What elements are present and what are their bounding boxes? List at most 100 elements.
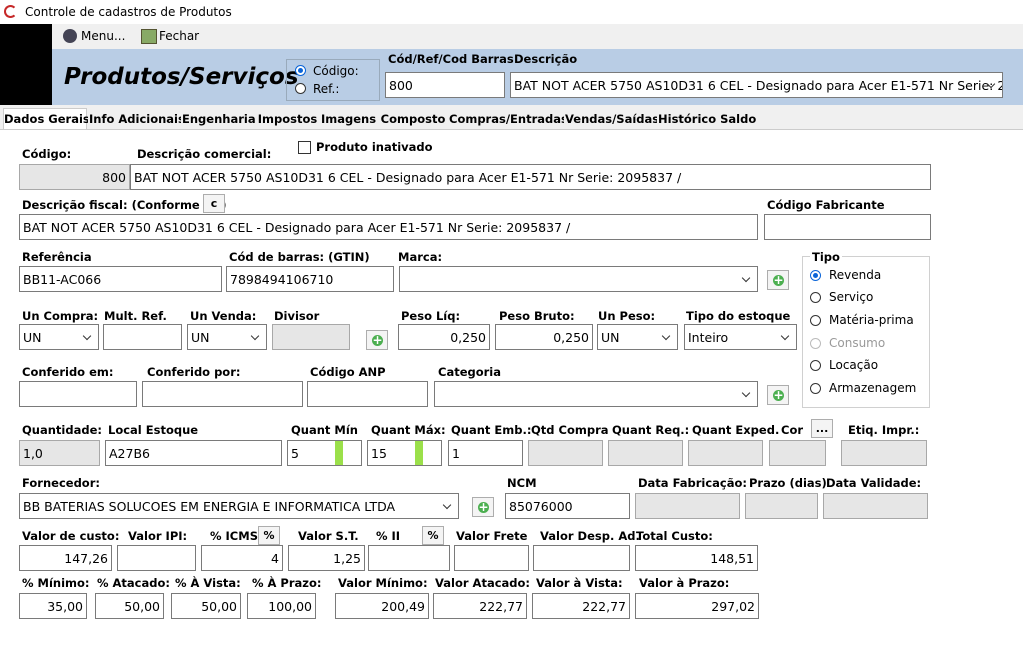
text-input[interactable]: A27B6 [105,440,282,466]
field-label: Etiq. Impr.: [848,423,920,437]
radio-ref[interactable] [295,83,306,94]
text-input[interactable]: 0,250 [495,324,593,350]
tipo-radio[interactable] [810,292,821,303]
close-icon [141,29,157,44]
text-input[interactable]: 5 [287,440,362,466]
tab[interactable]: Dados Gerais [3,108,90,129]
field-label: Un Compra: [22,309,99,323]
field-label: % Atacado: [97,576,170,590]
tab[interactable]: Composto [378,108,448,129]
field-label: Data Validade: [826,476,922,490]
tipo-option: Serviço [829,290,874,304]
text-input[interactable]: 35,00 [19,593,87,619]
text-input[interactable]: 50,00 [171,593,241,619]
text-input[interactable]: 100,00 [247,593,316,619]
tipo-option: Revenda [829,268,882,282]
text-input[interactable]: 1,25 [288,545,365,571]
add-button[interactable] [767,385,789,405]
dropdown[interactable]: BB BATERIAS SOLUCOES EM ENERGIA E INFORM… [19,493,459,519]
dropdown[interactable] [434,381,758,407]
field-label: % II [376,529,401,543]
tab[interactable]: Vendas/Saídas [564,108,659,129]
text-input[interactable]: BAT NOT ACER 5750 AS10D31 6 CEL - Design… [130,164,931,190]
text-input[interactable] [103,324,182,350]
text-input[interactable] [454,545,529,571]
menu-button[interactable]: Menu... [81,29,126,43]
text-input[interactable] [142,381,303,407]
dropdown[interactable]: Inteiro [684,324,797,350]
tipo-radio[interactable] [810,270,821,281]
text-input[interactable] [764,214,931,240]
text-input[interactable]: 800 [19,164,130,190]
field-label: Quant Máx: [371,423,446,437]
text-input[interactable]: 222,77 [532,593,630,619]
field-label: Mult. Ref. [104,309,167,323]
field-button[interactable]: ... [811,419,833,438]
tab[interactable]: Info Adicionais [88,108,185,129]
text-input[interactable]: 50,00 [95,593,164,619]
text-input[interactable] [635,493,740,519]
add-button[interactable] [472,497,494,517]
tab[interactable]: Impostos [256,108,319,129]
field-label: Código Fabricante [767,198,885,212]
text-input[interactable] [307,381,428,407]
text-input[interactable]: 200,49 [335,593,429,619]
text-input[interactable] [117,545,196,571]
text-input[interactable] [745,493,818,519]
tipo-radio[interactable] [810,338,821,349]
text-input[interactable]: 148,51 [635,545,758,571]
radio-label: Código: [313,64,359,78]
tipo-option: Armazenagem [829,381,917,395]
tipo-radio[interactable] [810,315,821,326]
field-button[interactable]: % [422,526,444,545]
text-input[interactable] [769,440,826,466]
add-button[interactable] [366,330,388,350]
text-input[interactable] [608,440,683,466]
checkbox[interactable] [298,141,311,154]
text-input[interactable] [823,493,928,519]
text-input[interactable] [272,324,350,350]
text-input[interactable] [19,381,137,407]
logo [0,24,52,105]
tab[interactable]: Histórico Saldo [657,108,756,129]
tab[interactable]: Compras/Entradas [448,108,568,129]
text-input[interactable]: 1,0 [19,440,100,466]
text-input[interactable] [841,440,927,466]
tipo-option: Locação [829,358,879,372]
desc-select[interactable]: BAT NOT ACER 5750 AS10D31 6 CEL - Design… [510,72,1003,98]
field-label: Código: [22,147,72,161]
close-button[interactable]: Fechar [159,29,200,43]
text-input[interactable]: 7898494106710 [226,266,394,292]
dropdown[interactable]: UN [19,324,99,350]
text-input[interactable]: 15 [367,440,442,466]
tipo-radio[interactable] [810,360,821,371]
tab[interactable]: Engenharia [181,108,256,129]
text-input[interactable]: 222,77 [433,593,527,619]
text-input[interactable]: BB11-AC066 [19,266,222,292]
text-input[interactable]: 1 [448,440,523,466]
text-input[interactable]: BAT NOT ACER 5750 AS10D31 6 CEL - Design… [19,214,758,240]
tipo-radio[interactable] [810,383,821,394]
field-button[interactable]: % [258,526,280,545]
dropdown[interactable]: UN [187,324,267,350]
text-input[interactable] [528,440,603,466]
field-button[interactable]: c [203,194,225,213]
dropdown[interactable]: UN [597,324,678,350]
text-input[interactable] [368,545,450,571]
text-input[interactable] [533,545,630,571]
radio-codigo[interactable] [295,65,306,76]
text-input[interactable]: 147,26 [19,545,112,571]
text-input[interactable]: 0,250 [398,324,490,350]
dropdown[interactable] [399,266,758,292]
add-button[interactable] [767,270,789,290]
desc-label: Descrição [514,52,578,66]
code-input[interactable]: 800 [385,72,505,98]
text-input[interactable] [688,440,763,466]
text-input[interactable]: 85076000 [505,493,630,519]
field-label: Prazo (dias) [749,476,827,490]
tab[interactable]: Imagens [319,108,378,129]
text-input[interactable]: 4 [201,545,283,571]
text-input[interactable]: 297,02 [635,593,759,619]
field-label: Quant Req.: [612,423,690,437]
